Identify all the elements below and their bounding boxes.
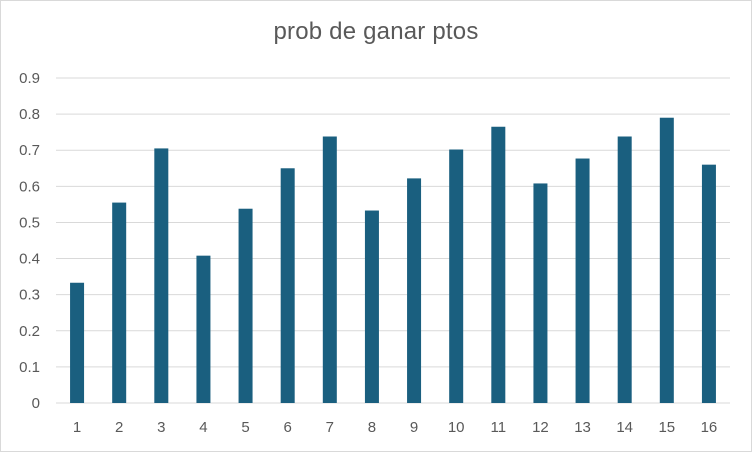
chart-title: prob de ganar ptos	[273, 18, 479, 45]
x-tick-label: 15	[658, 419, 675, 436]
bar-4	[196, 255, 211, 403]
y-tick-label: 0.4	[19, 251, 40, 268]
x-tick-label: 2	[115, 419, 123, 436]
y-tick-label: 0.2	[19, 323, 40, 340]
x-tick-label: 3	[157, 419, 165, 436]
bar-6	[280, 168, 295, 403]
bar-15	[659, 117, 674, 403]
x-tick-label: 7	[326, 419, 334, 436]
bar-8	[364, 210, 379, 403]
x-tick-label: 16	[701, 419, 718, 436]
x-tick-label: 6	[284, 419, 292, 436]
x-tick-label: 12	[532, 419, 549, 436]
bar-1	[70, 282, 85, 403]
y-tick-label: 0.1	[19, 359, 40, 376]
bar-11	[491, 126, 506, 403]
gridlines	[56, 77, 730, 404]
x-tick-label: 4	[199, 419, 207, 436]
y-tick-label: 0.9	[19, 70, 40, 87]
bar-7	[322, 136, 337, 403]
x-tick-label: 5	[241, 419, 249, 436]
x-tick-label: 1	[73, 419, 81, 436]
y-tick-label: 0.7	[19, 142, 40, 159]
bar-14	[617, 136, 632, 403]
x-tick-label: 14	[616, 419, 633, 436]
bar-13	[575, 158, 590, 403]
y-tick-label: 0.3	[19, 287, 40, 304]
bar-9	[407, 178, 422, 403]
y-axis-ticks: 0 0.1 0.2 0.3 0.4 0.5 0.6 0.7 0.8 0.9	[19, 70, 40, 412]
x-axis-ticks: 1 2 3 4 5 6 7 8 9 10 11 12 13 14 15 16	[73, 419, 717, 436]
bar-3	[154, 148, 169, 403]
x-tick-label: 11	[491, 419, 507, 436]
y-tick-label: 0.8	[19, 106, 40, 123]
bar-5	[238, 208, 253, 403]
x-tick-label: 13	[574, 419, 591, 436]
y-tick-label: 0	[32, 395, 40, 412]
x-tick-label: 10	[448, 419, 465, 436]
bar-2	[112, 202, 127, 403]
y-tick-label: 0.6	[19, 178, 40, 195]
x-tick-label: 8	[368, 419, 376, 436]
bar-16	[701, 164, 716, 403]
bar-12	[533, 183, 548, 403]
x-tick-label: 9	[410, 419, 418, 436]
bar-10	[449, 149, 464, 403]
bars	[70, 117, 716, 403]
y-tick-label: 0.5	[19, 214, 40, 231]
